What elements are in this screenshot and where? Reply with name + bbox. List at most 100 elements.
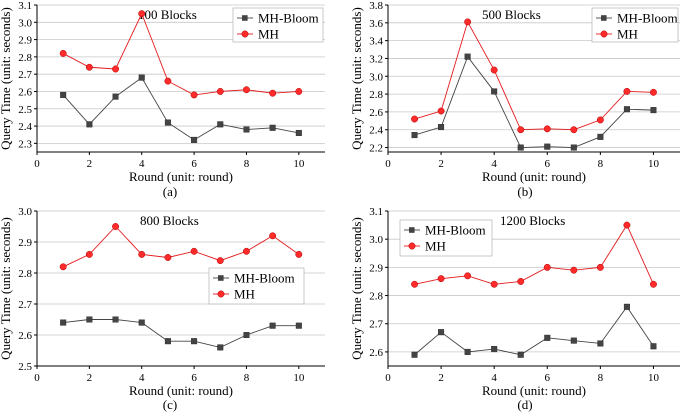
data-point-mh-bloom <box>86 121 93 128</box>
y-tick-label: 3.0 <box>369 234 383 246</box>
y-tick-label: 2.6 <box>18 330 32 342</box>
data-point-mh <box>543 125 551 133</box>
series-line-mh-bloom <box>414 55 654 149</box>
data-point-mh <box>570 266 578 274</box>
data-point-mh-bloom <box>112 93 119 100</box>
data-point-mh <box>411 280 418 288</box>
y-tick-label: 2.3 <box>18 138 32 150</box>
y-tick-label: 2.8 <box>18 268 32 280</box>
data-point-mh <box>437 107 445 115</box>
y-tick-label: 2.5 <box>18 104 32 116</box>
data-point-mh <box>464 272 472 280</box>
x-axis-label: Round (unit: round) <box>129 383 233 398</box>
x-tick-label: 4 <box>139 158 145 170</box>
y-tick-label: 2.7 <box>18 69 32 81</box>
y-tick-label: 2.4 <box>18 121 32 133</box>
x-tick-label: 10 <box>648 158 660 170</box>
x-tick-label: 0 <box>34 372 40 384</box>
data-point-mh <box>164 254 172 261</box>
data-point-mh-bloom <box>191 136 198 143</box>
data-point-mh <box>295 250 303 258</box>
data-point-mh <box>490 280 498 288</box>
data-point-mh-bloom <box>60 319 67 326</box>
x-tick-label: 0 <box>385 372 391 384</box>
y-tick-label: 2.5 <box>18 361 32 373</box>
x-tick-label: 6 <box>191 372 197 384</box>
y-tick-label: 3.8 <box>369 0 383 12</box>
panel-caption: (c) <box>163 397 177 412</box>
legend-label: MH-Bloom <box>617 11 678 26</box>
data-point-mh <box>623 221 631 229</box>
data-point-mh <box>112 223 119 230</box>
data-point-mh <box>650 88 657 96</box>
data-point-mh <box>190 247 198 255</box>
data-point-mh <box>138 10 146 18</box>
data-point-mh <box>570 126 578 134</box>
data-point-mh-bloom <box>544 143 551 150</box>
data-point-mh <box>112 65 119 73</box>
y-tick-label: 2.9 <box>18 35 32 47</box>
x-tick-label: 4 <box>491 158 497 170</box>
data-point-mh-bloom <box>491 88 498 95</box>
chart-panel-4: 2.6 2.7 2.8 2.9 3.0 3.1 0 2 4 6 8 10 Round (unit: ro… <box>349 206 680 412</box>
legend-box <box>232 7 324 43</box>
legend-label: MH <box>425 239 446 254</box>
y-tick-label: 2.8 <box>18 52 32 64</box>
y-tick-label: 3.4 <box>369 36 383 48</box>
y-tick-label: 3.2 <box>369 53 383 65</box>
y-tick-label: 2.4 <box>369 125 383 137</box>
y-tick-label: 2.7 <box>369 319 383 331</box>
data-point-mh-bloom <box>295 322 302 329</box>
y-tick-label: 2.6 <box>369 347 383 359</box>
legend-marker-circle <box>600 30 608 38</box>
y-tick-label: 2.8 <box>369 291 383 303</box>
data-point-mh-bloom <box>217 121 224 128</box>
data-point-mh <box>243 247 250 255</box>
legend-marker-circle <box>408 242 416 250</box>
data-point-mh <box>164 77 172 85</box>
data-point-mh-bloom <box>570 337 577 344</box>
x-tick-label: 6 <box>545 372 551 384</box>
legend-label: MH-Bloom <box>425 223 486 238</box>
x-tick-label: 2 <box>438 158 444 170</box>
data-point-mh-bloom <box>597 340 604 347</box>
data-point-mh-bloom <box>438 124 445 131</box>
legend-marker-square <box>242 15 248 21</box>
series-line-mh-bloom <box>62 76 299 141</box>
data-point-mh-bloom <box>269 322 276 329</box>
y-tick-label: 3.0 <box>18 17 32 29</box>
legend-label: MH <box>234 287 255 302</box>
data-point-mh-bloom <box>295 129 302 136</box>
x-tick-label: 6 <box>545 158 551 170</box>
y-axis-label: Query Time (unit: seconds) <box>0 7 13 150</box>
y-tick-label: 2.6 <box>18 86 32 98</box>
series-line-mh <box>62 225 300 268</box>
data-point-mh <box>295 88 303 95</box>
data-point-mh-bloom <box>217 344 224 351</box>
data-point-mh-bloom <box>243 332 250 339</box>
data-point-mh-bloom <box>411 351 418 358</box>
legend-marker-square <box>218 275 224 281</box>
data-point-mh-bloom <box>517 144 524 151</box>
chart-title: 1200 Blocks <box>500 213 565 228</box>
x-tick-label: 4 <box>139 372 145 384</box>
legend-box <box>208 267 305 305</box>
data-point-mh <box>59 49 67 57</box>
x-tick-label: 8 <box>598 372 604 384</box>
x-tick-label: 0 <box>34 158 40 170</box>
data-point-mh-bloom <box>138 319 145 326</box>
legend-marker-circle <box>217 290 225 298</box>
chart-title: 800 Blocks <box>140 213 199 228</box>
y-tick-label: 2.9 <box>369 262 383 274</box>
legend-label: MH <box>258 27 279 42</box>
x-tick-label: 4 <box>491 372 497 384</box>
chart-title: 100 Blocks <box>138 7 197 22</box>
series-line-mh-bloom <box>63 319 299 348</box>
x-tick-label: 10 <box>293 158 305 170</box>
data-point-mh-bloom <box>623 303 630 310</box>
data-point-mh <box>650 280 657 288</box>
y-tick-label: 3.0 <box>18 206 32 218</box>
y-tick-label: 3.1 <box>18 0 32 12</box>
